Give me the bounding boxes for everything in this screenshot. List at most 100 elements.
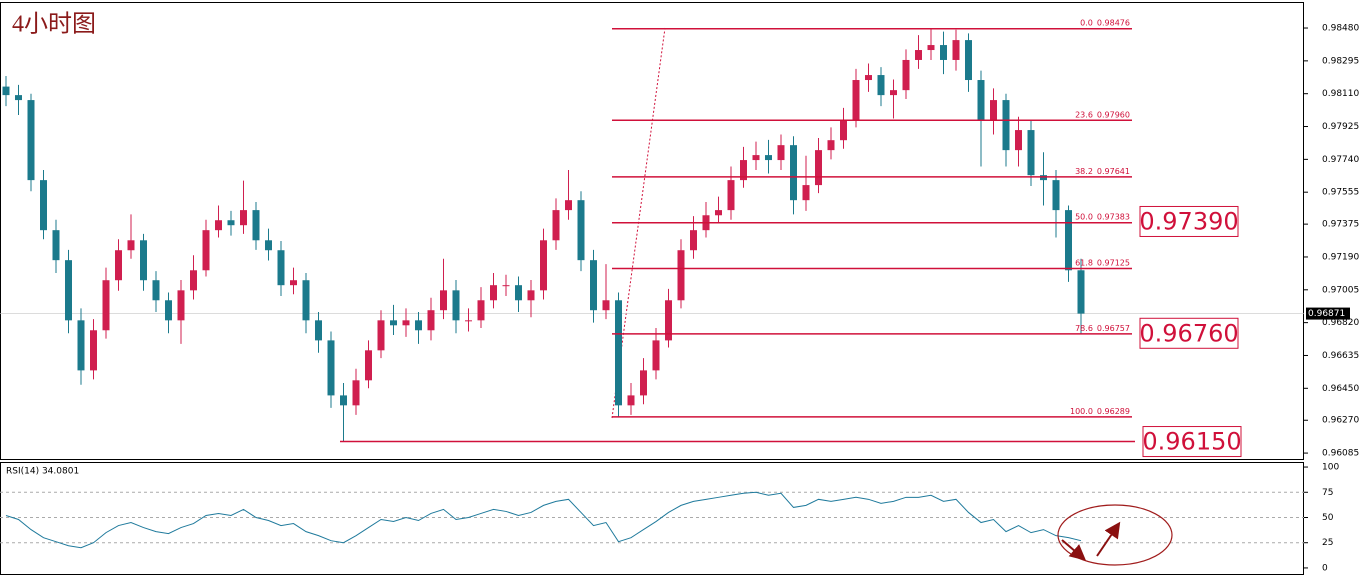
- y-tick-label: 100: [1322, 463, 1339, 473]
- candle-body: [240, 210, 247, 226]
- key-level-box: [1142, 426, 1242, 458]
- candle-body: [915, 50, 922, 60]
- candle-body: [815, 150, 822, 186]
- y-tick-label: 0.98295: [1322, 56, 1359, 66]
- y-tick-label: 0.97925: [1322, 122, 1359, 132]
- candle-body: [140, 240, 147, 281]
- candle-body: [402, 320, 410, 326]
- candle-body: [952, 40, 960, 60]
- current-price-box: [1306, 307, 1350, 320]
- y-tick-label: 0.98110: [1322, 89, 1359, 99]
- candle-body: [65, 260, 72, 321]
- candle-body: [652, 340, 660, 371]
- candle-body: [477, 300, 485, 321]
- candle-body: [377, 320, 385, 351]
- candle-body: [77, 320, 85, 371]
- y-tick-label: 0.96270: [1322, 416, 1359, 426]
- y-tick-label: 0.96450: [1322, 384, 1359, 394]
- key-level-label: 0.96150: [1142, 428, 1241, 456]
- fib-ratio: 61.8: [1075, 258, 1093, 267]
- fib-label: 23.6 0.97960: [1075, 110, 1130, 119]
- candle-body: [1027, 130, 1035, 176]
- y-tick-label: 0.97005: [1322, 285, 1359, 295]
- y-tick-label: 75: [1322, 488, 1333, 498]
- candle-body: [327, 340, 335, 396]
- arrow-up: [1096, 521, 1121, 557]
- candle-body: [590, 260, 597, 311]
- fib-price: 0.97641: [1097, 166, 1130, 175]
- candle-body: [27, 100, 35, 181]
- rsi-line: [5, 491, 1082, 549]
- fib-price: 0.97960: [1097, 110, 1130, 119]
- y-tick-label: 25: [1322, 538, 1333, 548]
- key-level-box: [1139, 317, 1239, 349]
- main-panel: [0, 2, 1304, 460]
- key-level-label: 0.96760: [1139, 319, 1238, 347]
- candle-body: [390, 320, 397, 326]
- candle-body: [452, 290, 460, 321]
- candle-body: [40, 180, 47, 231]
- y-tick-label: 0.97190: [1322, 252, 1359, 262]
- candle-body: [415, 320, 422, 331]
- y-tick-label: 0.96085: [1322, 449, 1359, 459]
- fib-price: 0.96757: [1097, 323, 1130, 332]
- candle-body: [752, 155, 760, 161]
- fib-label: 50.0 0.97383: [1075, 212, 1130, 221]
- fib-ratio: 50.0: [1075, 212, 1093, 221]
- candle-body: [540, 240, 547, 291]
- fib-ratio: 100.0: [1070, 406, 1093, 415]
- candle-body: [602, 300, 610, 311]
- candle-body: [890, 90, 897, 96]
- candle-body: [1015, 130, 1022, 151]
- candle-body: [727, 180, 735, 211]
- current-price-label: 0.96871: [1308, 309, 1345, 319]
- rsi-title: RSI(14) 34.0801: [6, 467, 79, 477]
- candle-body: [990, 100, 997, 121]
- fib-ratio: 23.6: [1075, 110, 1093, 119]
- candle-body: [565, 200, 572, 211]
- fib-label: 0.0 0.98476: [1080, 18, 1130, 27]
- candle-body: [1002, 100, 1010, 151]
- candle-body: [615, 300, 622, 406]
- candle-body: [152, 280, 160, 301]
- candle-body: [877, 75, 885, 96]
- fib-label: 100.0 0.96289: [1070, 406, 1130, 415]
- candle-body: [502, 285, 510, 287]
- candle-body: [977, 80, 985, 121]
- fib-price: 0.97125: [1097, 258, 1130, 267]
- y-tick-label: 0.98480: [1322, 24, 1359, 34]
- candle-body: [665, 300, 672, 341]
- candle-body: [940, 45, 947, 60]
- fib-ratio: 78.6: [1075, 323, 1093, 332]
- arrow-down: [1061, 539, 1087, 561]
- candle-body: [227, 220, 235, 226]
- candle-body: [965, 40, 972, 81]
- candle-body: [552, 210, 560, 241]
- candle-body: [515, 285, 522, 301]
- candle-body: [777, 145, 785, 161]
- candle-body: [1052, 180, 1060, 211]
- candle-body: [852, 80, 860, 121]
- candle-body: [490, 285, 497, 301]
- candle-body: [740, 160, 747, 181]
- candle-body: [290, 280, 297, 286]
- candle-body: [15, 95, 22, 101]
- candle-body: [302, 280, 310, 321]
- candle-body: [577, 200, 585, 261]
- fib-label: 38.2 0.97641: [1075, 166, 1130, 175]
- candle-body: [440, 290, 447, 311]
- candle-body: [190, 270, 197, 291]
- candle-body: [315, 320, 322, 341]
- candle-body: [865, 75, 872, 81]
- candle-body: [677, 250, 685, 301]
- candle-body: [252, 210, 260, 241]
- y-tick-label: 0.97740: [1322, 155, 1359, 165]
- candle-body: [765, 155, 772, 161]
- candle-body: [352, 380, 360, 406]
- fib-price: 0.97383: [1097, 212, 1130, 221]
- y-tick-label: 50: [1322, 513, 1334, 523]
- highlight-ellipse: [1057, 504, 1173, 566]
- candle-body: [840, 120, 847, 141]
- candle-body: [902, 59, 910, 91]
